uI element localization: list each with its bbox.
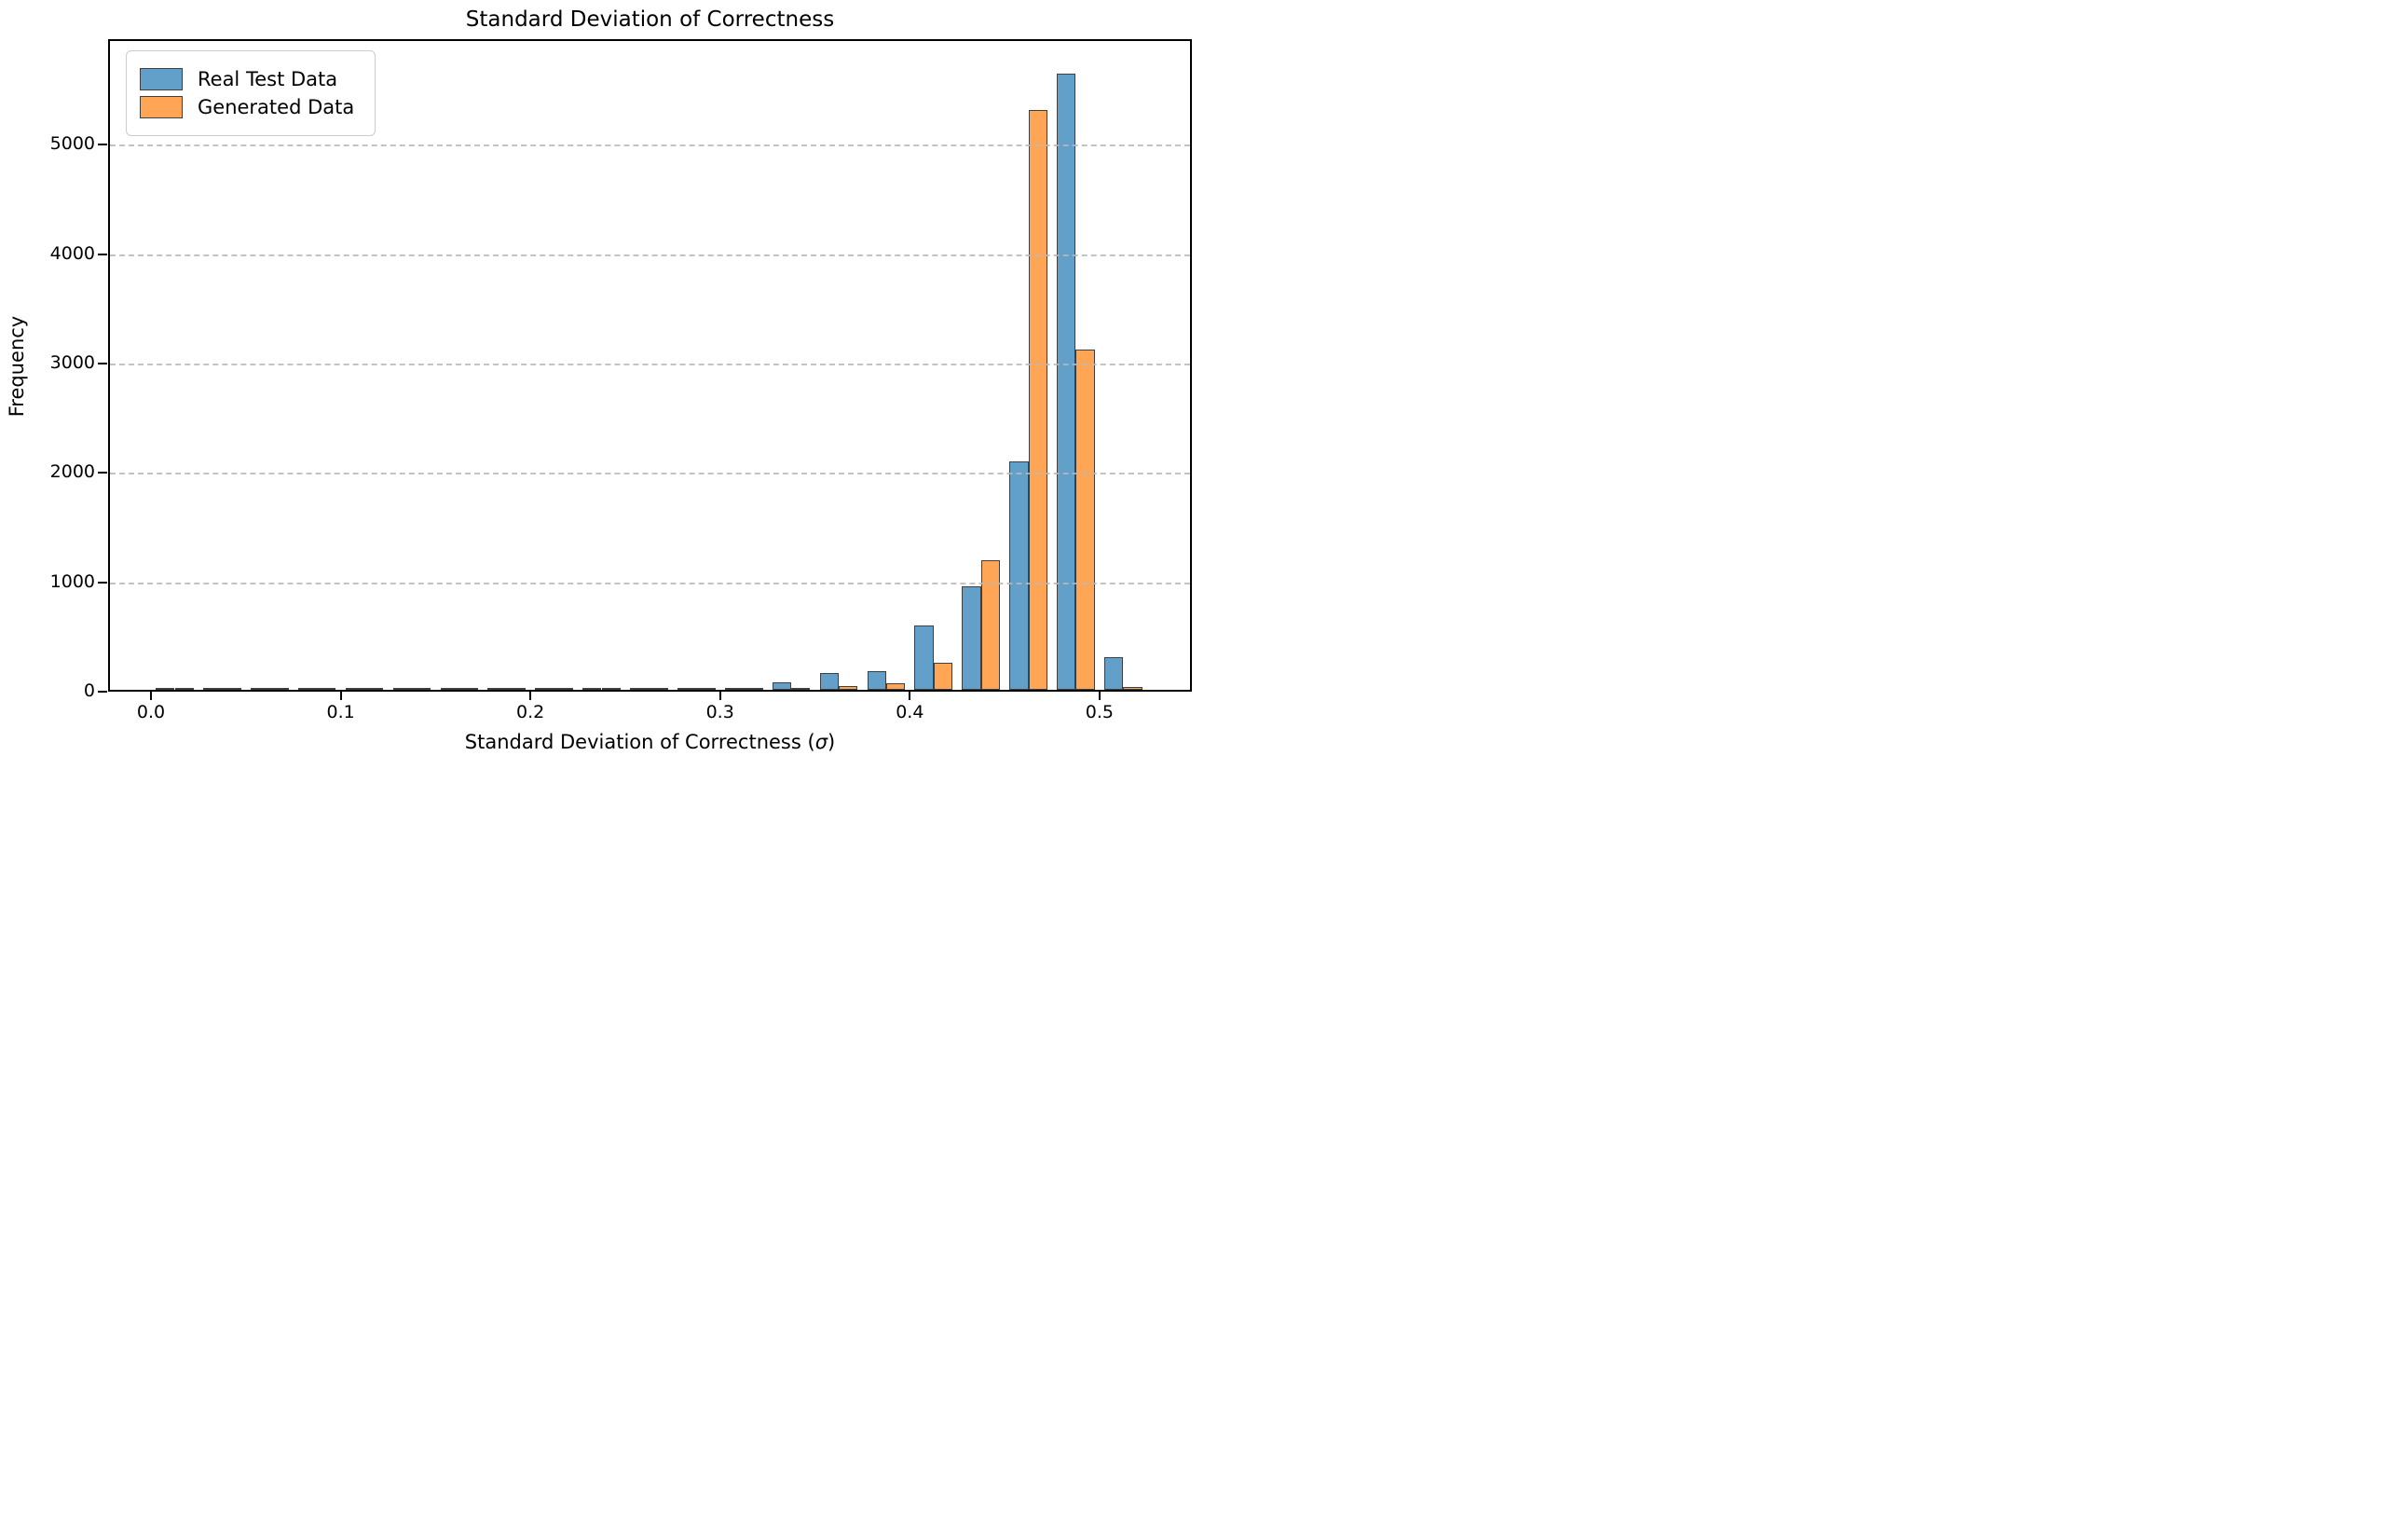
bar-real-bin-0.275: [677, 687, 697, 690]
x-tick-0.5: [1098, 692, 1101, 700]
chart-title: Standard Deviation of Correctness: [465, 7, 835, 32]
legend-entry-generated: Generated Data: [140, 96, 354, 118]
y-tick-4000: [98, 253, 107, 255]
x-tick-label-0.0: 0.0: [136, 702, 166, 722]
bar-generated-bin-0.025: [222, 688, 241, 690]
bar-real-bin-0.150: [440, 688, 459, 690]
bar-real-bin-0.100: [345, 688, 365, 690]
x-tick-label-0.2: 0.2: [515, 702, 545, 722]
bar-real-bin-0.200: [535, 688, 554, 690]
x-tick-0.1: [339, 692, 342, 700]
x-tick-label-0.1: 0.1: [326, 702, 355, 722]
bar-real-bin-0.400: [914, 625, 934, 690]
bar-generated-bin-0.225: [601, 688, 621, 690]
x-tick-label-0.4: 0.4: [896, 702, 924, 722]
bar-real-bin-0.300: [724, 687, 745, 690]
bar-generated-bin-0.175: [506, 688, 527, 690]
y-tick-label-3000: 3000: [49, 352, 95, 373]
bar-generated-bin-0.275: [696, 688, 716, 690]
bar-generated-bin-0.000: [174, 688, 194, 690]
bar-real-bin-0.350: [819, 672, 839, 690]
x-axis-label-close: ): [828, 731, 836, 753]
legend-swatch-generated-data: [140, 96, 183, 118]
x-tick-0.0: [150, 692, 152, 700]
y-tick-label-1000: 1000: [49, 570, 95, 592]
bar-real-bin-0.250: [630, 688, 650, 690]
bar-real-bin-0.475: [1057, 74, 1076, 690]
y-tick-3000: [98, 363, 107, 364]
y-tick-label-0: 0: [83, 680, 95, 701]
bar-generated-bin-0.375: [885, 683, 906, 690]
bar-generated-bin-0.350: [839, 685, 858, 690]
bar-real-bin-0.375: [867, 670, 886, 690]
bar-real-bin-0.450: [1009, 461, 1029, 690]
y-tick-0: [98, 691, 107, 693]
x-tick-label-0.3: 0.3: [705, 702, 734, 722]
legend-label-generated-data: Generated Data: [198, 96, 355, 118]
x-tick-0.2: [529, 692, 532, 700]
y-tick-2000: [98, 472, 107, 474]
bar-real-bin-0.075: [297, 688, 318, 690]
bar-generated-bin-0.475: [1075, 350, 1095, 690]
x-tick-0.3: [718, 692, 721, 700]
legend-swatch-real-test-data: [140, 68, 183, 90]
bar-generated-bin-0.500: [1123, 686, 1142, 690]
figure: Standard Deviation of Correctness Freque…: [0, 0, 1204, 770]
x-tick-0.4: [909, 692, 911, 700]
bar-real-bin-0.425: [962, 586, 981, 690]
bar-generated-bin-0.075: [317, 688, 336, 690]
bar-real-bin-0.175: [487, 688, 507, 690]
bar-generated-bin-0.425: [980, 560, 1000, 690]
legend: Real Test Data Generated Data: [126, 50, 376, 136]
y-tick-5000: [98, 144, 107, 146]
y-tick-1000: [98, 581, 107, 584]
bar-real-bin-0.325: [772, 681, 792, 690]
x-axis-label-text: Standard Deviation of Correctness (: [464, 731, 815, 753]
bar-generated-bin-0.300: [744, 688, 763, 690]
legend-entry-real: Real Test Data: [140, 68, 354, 90]
legend-label-real-test-data: Real Test Data: [198, 68, 338, 90]
y-tick-label-5000: 5000: [49, 133, 95, 155]
y-tick-label-4000: 4000: [49, 242, 95, 264]
sigma-symbol: σ: [814, 731, 828, 753]
bar-real-bin-0.125: [392, 688, 412, 690]
plot-area: [108, 39, 1192, 692]
bar-generated-bin-0.050: [269, 688, 289, 690]
bar-generated-bin-0.250: [649, 688, 668, 690]
bar-generated-bin-0.100: [364, 688, 384, 690]
bar-generated-bin-0.125: [411, 688, 431, 690]
bar-generated-bin-0.325: [791, 688, 811, 690]
bar-real-bin-0.025: [203, 688, 223, 690]
bars-layer: [110, 41, 1190, 690]
bar-generated-bin-0.400: [933, 662, 953, 690]
bar-real-bin-0.500: [1104, 656, 1124, 690]
x-axis-label: Standard Deviation of Correctness (σ): [108, 731, 1192, 753]
bar-real-bin-0.000: [156, 688, 175, 690]
x-tick-label-0.5: 0.5: [1085, 702, 1114, 722]
bar-real-bin-0.050: [250, 688, 270, 690]
bar-generated-bin-0.450: [1028, 110, 1047, 690]
bar-real-bin-0.225: [582, 688, 602, 690]
bar-generated-bin-0.200: [554, 688, 573, 690]
bar-generated-bin-0.150: [458, 688, 479, 690]
y-tick-label-2000: 2000: [49, 461, 95, 483]
